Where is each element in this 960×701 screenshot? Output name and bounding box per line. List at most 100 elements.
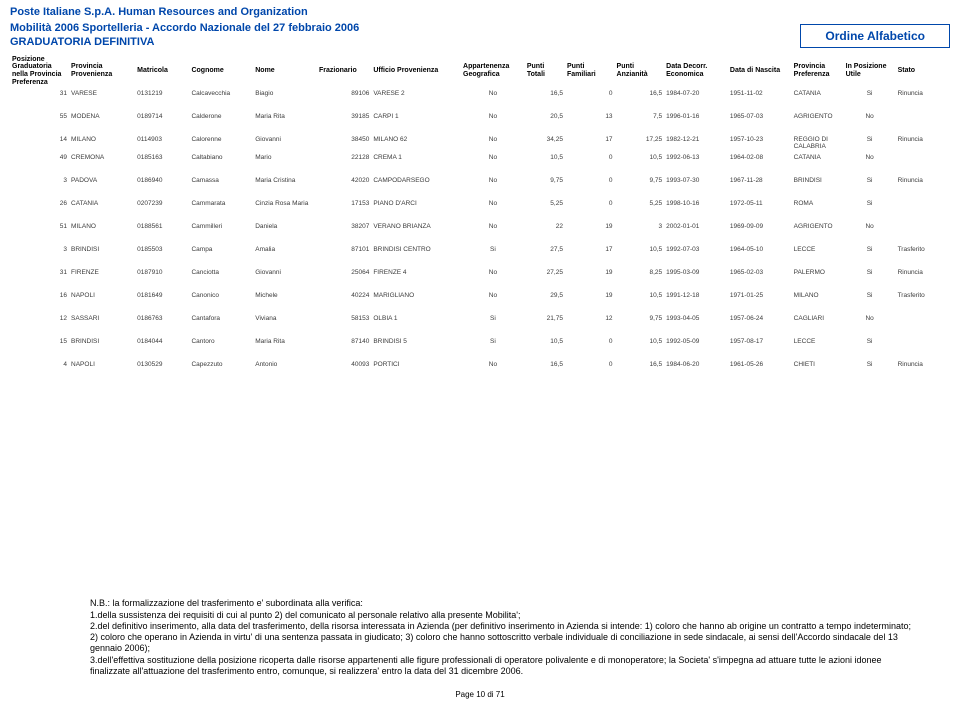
table-cell: LECCE	[792, 244, 844, 255]
table-cell: 5,25	[525, 198, 565, 209]
column-header: Data di Nascita	[728, 54, 792, 89]
table-cell: Si	[844, 175, 896, 186]
table-cell: 10,5	[615, 244, 665, 255]
table-cell: 25064	[317, 267, 371, 278]
table-cell: AGRIGENTO	[792, 111, 844, 122]
notes-lead: N.B.: la formalizzazione del trasferimen…	[90, 598, 920, 609]
table-cell: 42020	[317, 175, 371, 186]
table-cell: VARESE 2	[371, 88, 461, 99]
table-cell	[896, 336, 950, 347]
table-cell: 10,5	[615, 152, 665, 163]
table-cell: 31	[10, 88, 69, 99]
table-cell: 1957-06-24	[728, 313, 792, 324]
table-cell: 31	[10, 267, 69, 278]
table-cell: 10,5	[525, 152, 565, 163]
table-row	[10, 324, 950, 336]
table-cell: Canonico	[189, 290, 253, 301]
data-table: Posizione Graduatoria nella Provincia Pr…	[10, 54, 950, 371]
table-cell: Si	[844, 244, 896, 255]
table-cell: 1984-07-20	[664, 88, 728, 99]
table-cell: Cantafora	[189, 313, 253, 324]
table-row: 51MILANO0188561CammilleriDaniela38207VER…	[10, 221, 950, 232]
table-row	[10, 278, 950, 290]
table-row	[10, 99, 950, 111]
table-cell: Antonio	[253, 359, 317, 370]
table-cell: 0	[565, 336, 615, 347]
table-cell: 0114903	[135, 134, 189, 152]
table-cell	[896, 152, 950, 163]
table-cell: 22128	[317, 152, 371, 163]
table-cell: 16,5	[615, 88, 665, 99]
table-cell: ROMA	[792, 198, 844, 209]
table-cell: 0187910	[135, 267, 189, 278]
table-cell: 19	[565, 267, 615, 278]
table-row	[10, 122, 950, 134]
table-cell: CAMPODARSEGO	[371, 175, 461, 186]
table-cell	[896, 221, 950, 232]
table-cell: CAGLIARI	[792, 313, 844, 324]
table-cell: Rinuncia	[896, 88, 950, 99]
table-cell: REGGIO DI CALABRIA	[792, 134, 844, 152]
table-cell: 39185	[317, 111, 371, 122]
table-cell: Si	[844, 359, 896, 370]
table-cell: CATANIA	[69, 198, 135, 209]
table-cell: MODENA	[69, 111, 135, 122]
table-cell: Camassa	[189, 175, 253, 186]
table-row: 31VARESE0131219CalcavecchiaBiagio89106VA…	[10, 88, 950, 99]
notes-block: N.B.: la formalizzazione del trasferimen…	[90, 598, 920, 677]
table-cell: 1969-09-09	[728, 221, 792, 232]
table-cell: 4	[10, 359, 69, 370]
title-bar: Mobilità 2006 Sportelleria - Accordo Naz…	[10, 22, 950, 50]
table-cell: CARPI 1	[371, 111, 461, 122]
table-cell: 1984-06-20	[664, 359, 728, 370]
table-cell: Calcavecchia	[189, 88, 253, 99]
table-cell: 1991-12-18	[664, 290, 728, 301]
table-cell: SASSARI	[69, 313, 135, 324]
table-cell: 1972-05-11	[728, 198, 792, 209]
table-cell: 14	[10, 134, 69, 152]
table-cell: MILANO	[69, 134, 135, 152]
table-row	[10, 209, 950, 221]
table-cell: 1992-07-03	[664, 244, 728, 255]
company-title: Poste Italiane S.p.A. Human Resources an…	[10, 6, 950, 18]
column-header: Matricola	[135, 54, 189, 89]
table-row: 26CATANIA0207239CammarataCinzia Rosa Mar…	[10, 198, 950, 209]
table-cell: BRINDISI CENTRO	[371, 244, 461, 255]
table-cell: 12	[10, 313, 69, 324]
table-cell: No	[461, 221, 525, 232]
table-row: 55MODENA0189714CalderoneMaria Rita39185C…	[10, 111, 950, 122]
table-cell: Cammilleri	[189, 221, 253, 232]
column-header: Posizione Graduatoria nella Provincia Pr…	[10, 54, 69, 89]
table-cell: 0185163	[135, 152, 189, 163]
table-cell: OLBIA 1	[371, 313, 461, 324]
table-cell: 38450	[317, 134, 371, 152]
table-cell: No	[461, 134, 525, 152]
table-cell: CREMONA	[69, 152, 135, 163]
table-cell: Biagio	[253, 88, 317, 99]
table-cell: 49	[10, 152, 69, 163]
table-cell: 1961-05-26	[728, 359, 792, 370]
table-cell: 3	[10, 244, 69, 255]
table-cell: 17153	[317, 198, 371, 209]
table-row	[10, 255, 950, 267]
table-cell: MILANO	[69, 221, 135, 232]
table-cell: 40224	[317, 290, 371, 301]
table-cell: Rinuncia	[896, 267, 950, 278]
table-cell: 0186940	[135, 175, 189, 186]
title-line-2: GRADUATORIA DEFINITIVA	[10, 36, 359, 50]
table-cell: Si	[844, 134, 896, 152]
table-cell: No	[844, 152, 896, 163]
column-header: Cognome	[189, 54, 253, 89]
table-cell: 3	[10, 175, 69, 186]
table-cell: 22	[525, 221, 565, 232]
table-cell: MILANO 62	[371, 134, 461, 152]
table-cell: Maria Rita	[253, 336, 317, 347]
table-cell: 10,5	[615, 336, 665, 347]
table-cell: Capezzuto	[189, 359, 253, 370]
table-row	[10, 301, 950, 313]
table-cell: 55	[10, 111, 69, 122]
table-header-row: Posizione Graduatoria nella Provincia Pr…	[10, 54, 950, 89]
table-cell: VARESE	[69, 88, 135, 99]
table-cell: 1993-07-30	[664, 175, 728, 186]
table-cell: 12	[565, 313, 615, 324]
